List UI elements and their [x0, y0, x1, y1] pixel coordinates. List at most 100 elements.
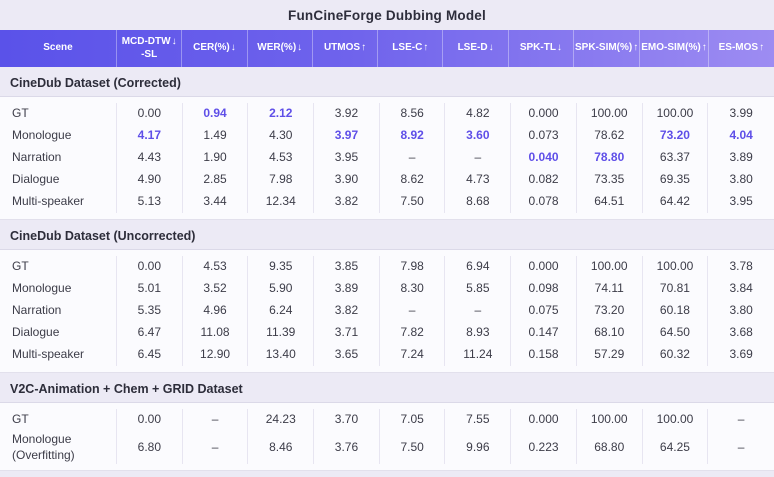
sort-up-arrow-icon: ↑ — [759, 42, 765, 54]
value-cell: 3.70 — [314, 409, 380, 431]
value-cell: 4.73 — [445, 169, 512, 191]
scene-cell: Dialogue — [0, 169, 117, 191]
section-title: CineDub Dataset (Corrected) — [0, 71, 774, 97]
column-label-text: EMO-SIM(%) — [641, 42, 701, 54]
value-cell: 1.49 — [183, 125, 249, 147]
value-cell: 74.11 — [577, 278, 643, 300]
value-cell: 100.00 — [577, 103, 643, 125]
value-cell: 9.96 — [445, 431, 512, 465]
value-cell: 13.40 — [248, 344, 315, 366]
column-header-cer[interactable]: CER(%) ↓ — [182, 30, 248, 67]
column-header-lse-d[interactable]: LSE-D ↓ — [443, 30, 509, 67]
column-header-spk-sim[interactable]: SPK-SIM(%) ↑ — [574, 30, 641, 67]
column-header-mcd-dtw[interactable]: MCD-DTW ↓ -SL — [117, 30, 183, 67]
column-label-text: ES-MOS — [718, 42, 759, 54]
value-cell: 3.90 — [314, 169, 380, 191]
value-cell: 8.68 — [445, 191, 512, 213]
table-header-row: Scene MCD-DTW ↓ -SL CER(%) ↓ WER(%) ↓ UTMOS ↑ LSE-… — [0, 30, 774, 67]
scene-cell: Monologue — [0, 125, 117, 147]
value-cell: 3.85 — [314, 256, 380, 278]
value-cell: 68.80 — [577, 431, 643, 465]
value-cell: 100.00 — [643, 103, 709, 125]
sort-down-arrow-icon: ↓ — [171, 36, 177, 47]
value-cell: – — [380, 300, 446, 322]
value-cell: 7.50 — [380, 191, 446, 213]
column-header-label: ES-MOS ↑ — [719, 42, 764, 55]
value-cell: 3.78 — [729, 259, 753, 274]
column-header-spk-tl[interactable]: SPK-TL ↓ — [509, 30, 575, 67]
value-cell-highlighted: 2.12 — [248, 103, 315, 125]
sort-down-arrow-icon: ↓ — [297, 42, 303, 54]
value-cell: 8.56 — [380, 103, 446, 125]
value-cell: 7.05 — [380, 409, 446, 431]
column-label-text: LSE-C — [392, 42, 423, 54]
column-header-wer[interactable]: WER(%) ↓ — [248, 30, 313, 67]
value-cell: 0.098 — [511, 278, 577, 300]
value-cell-highlighted: 0.040 — [511, 147, 577, 169]
value-cell: 70.81 — [643, 278, 709, 300]
value-cell: 3.95 — [314, 147, 380, 169]
value-cell: 78.62 — [577, 125, 643, 147]
value-cell: 3.68 — [729, 325, 753, 340]
scene-cell: Multi-speaker — [0, 191, 117, 213]
value-cell: 100.00 — [643, 256, 709, 278]
section-data-block: GT 0.00–24.23 3.70 7.05 7.55 0.000 100.00 100.0… — [0, 403, 774, 472]
value-cell: 0.147 — [511, 322, 577, 344]
value-cell-highlighted: 3.97 — [314, 125, 380, 147]
value-cell: 7.50 — [380, 431, 446, 465]
table-sections: CineDub Dataset (Corrected) GT 0.00 0.94 2.1… — [0, 71, 774, 472]
column-label-text: SPK-SIM(%) — [575, 42, 633, 54]
column-header-es-mos[interactable]: ES-MOS ↑ — [709, 30, 774, 67]
value-cell: 3.89 — [314, 278, 380, 300]
section-cinedub-dataset-corrected: CineDub Dataset (Corrected) GT 0.00 0.94 2.1… — [0, 71, 774, 220]
section-data-block: GT 0.00 4.53 9.35 3.85 7.98 6.94 0.000 100.00 100… — [0, 250, 774, 373]
column-header-utmos[interactable]: UTMOS ↑ — [313, 30, 379, 67]
value-cell: 12.90 — [183, 344, 249, 366]
table-row: GT 0.00 0.94 2.12 3.92 8.56 4.82 0.000 100.00 100… — [0, 103, 774, 125]
column-label-text: CER(%) — [193, 42, 230, 54]
value-cell: 0.000 — [511, 256, 577, 278]
value-cell: 8.30 — [380, 278, 446, 300]
scene-cell: Narration — [0, 300, 117, 322]
value-cell: 60.32 — [643, 344, 709, 366]
value-cell: 3.80 — [729, 303, 753, 318]
scene-cell: Multi-speaker — [0, 344, 117, 366]
value-cell: 7.82 — [380, 322, 446, 344]
column-header-label: MCD-DTW ↓ — [122, 36, 177, 49]
column-header-emo-sim[interactable]: EMO-SIM(%) ↑ — [640, 30, 709, 67]
table-row: Dialogue 6.47 11.08 11.39 3.71 7.82 8.93 0.147 6… — [0, 322, 774, 344]
value-cell: 0.075 — [511, 300, 577, 322]
value-cell: 24.23 — [248, 409, 315, 431]
value-cell: 3.82 — [314, 191, 380, 213]
value-cell: 3.69 — [729, 347, 753, 362]
column-header-scene[interactable]: Scene — [0, 30, 117, 67]
value-cell: 7.98 — [248, 169, 315, 191]
value-cell: 0.078 — [511, 191, 577, 213]
sort-up-arrow-icon: ↑ — [423, 42, 429, 54]
sort-down-arrow-icon: ↓ — [230, 42, 236, 54]
value-cell: 4.53 — [248, 147, 315, 169]
column-header-label: Scene — [43, 42, 72, 55]
column-header-lse-c[interactable]: LSE-C ↑ — [378, 30, 444, 67]
value-cell: 64.25 — [643, 431, 709, 465]
scene-cell: Dialogue — [0, 322, 117, 344]
value-cell: 68.10 — [577, 322, 643, 344]
value-cell-highlighted: 73.20 — [643, 125, 709, 147]
value-cell: 4.53 — [183, 256, 249, 278]
value-cell: 3.52 — [183, 278, 249, 300]
value-cell: 3.76 — [314, 431, 380, 465]
value-cell: 6.24 — [248, 300, 315, 322]
value-cell: – — [445, 147, 512, 169]
section-cinedub-dataset-uncorrected: CineDub Dataset (Uncorrected) GT 0.00 4.53 9… — [0, 224, 774, 373]
page-title: FunCineForge Dubbing Model — [288, 8, 486, 23]
value-cell: 3.89 — [729, 150, 753, 165]
value-cell: 64.51 — [577, 191, 643, 213]
value-cell: 100.00 — [577, 256, 643, 278]
scene-cell: Monologue — [0, 278, 117, 300]
value-cell: 2.85 — [183, 169, 249, 191]
value-cell: 0.000 — [511, 409, 577, 431]
value-cell: 73.35 — [577, 169, 643, 191]
value-cell: 7.98 — [380, 256, 446, 278]
sort-up-arrow-icon: ↑ — [701, 42, 707, 54]
